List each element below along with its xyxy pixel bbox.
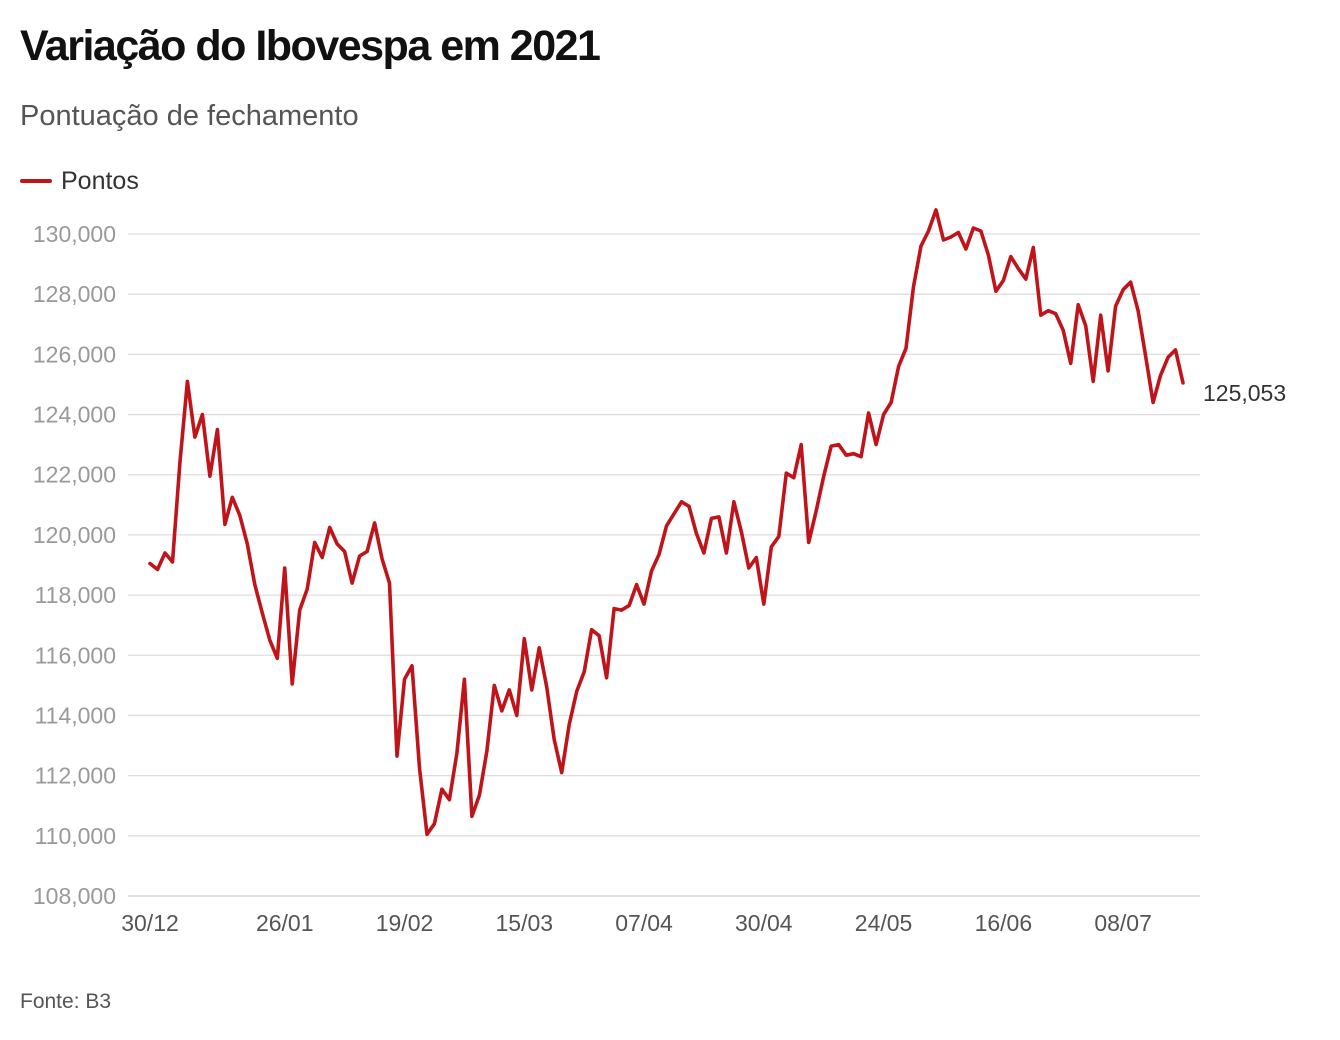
chart-title: Variação do Ibovespa em 2021: [20, 22, 601, 70]
x-tick-label-30-04: 30/04: [735, 910, 793, 936]
y-tick-label-118000: 118,000: [35, 582, 116, 608]
x-tick-label-08-07: 08/07: [1094, 910, 1152, 936]
legend: Pontos: [20, 166, 139, 196]
y-tick-label-116000: 116,000: [35, 642, 116, 668]
y-tick-label-130000: 130,000: [33, 221, 116, 247]
y-tick-label-124000: 124,000: [33, 402, 116, 428]
y-tick-label-114000: 114,000: [35, 702, 116, 728]
y-tick-label-108000: 108,000: [33, 883, 116, 909]
y-tick-label-126000: 126,000: [33, 341, 116, 367]
x-tick-label-16-06: 16/06: [975, 910, 1033, 936]
y-tick-label-128000: 128,000: [33, 281, 116, 307]
x-tick-label-15-03: 15/03: [495, 910, 553, 936]
legend-swatch-pontos: [20, 179, 52, 183]
y-tick-label-112000: 112,000: [35, 763, 116, 789]
x-tick-label-07-04: 07/04: [615, 910, 673, 936]
series-line-pontos: [148, 208, 1185, 837]
x-tick-label-19-02: 19/02: [376, 910, 434, 936]
y-tick-label-122000: 122,000: [33, 462, 116, 488]
last-value-label: 125,053: [1203, 380, 1286, 406]
y-tick-label-110000: 110,000: [35, 823, 116, 849]
source-note: Fonte: B3: [20, 990, 112, 1013]
y-tick-label-120000: 120,000: [33, 522, 116, 548]
x-tick-label-30-12: 30/12: [121, 910, 179, 936]
x-tick-label-26-01: 26/01: [256, 910, 314, 936]
legend-label-pontos: Pontos: [61, 166, 139, 195]
x-tick-label-24-05: 24/05: [855, 910, 913, 936]
chart-subtitle: Pontuação de fechamento: [20, 100, 359, 132]
